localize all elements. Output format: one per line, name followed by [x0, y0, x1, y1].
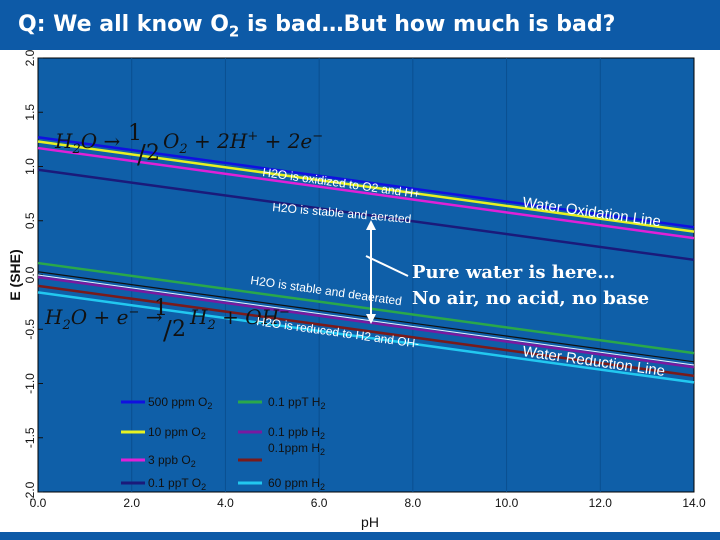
svg-text:1: 1 — [154, 296, 168, 321]
pointer-arrow — [365, 255, 409, 277]
svg-text:/: / — [137, 140, 146, 170]
series-line — [37, 140, 695, 233]
x-tick-label: 2.0 — [123, 496, 140, 510]
series-layer — [37, 135, 695, 384]
y-tick-label: -1.0 — [23, 373, 37, 394]
plot-area — [37, 57, 695, 493]
svg-text:1: 1 — [128, 121, 142, 146]
y-tick-label: 0.5 — [23, 212, 37, 229]
y-tick-label: 1.5 — [23, 104, 37, 121]
legend-label: 60 ppm H2 — [268, 476, 325, 492]
svg-text:O2 + 2H+ + 2e−: O2 + 2H+ + 2e− — [163, 129, 323, 157]
annotation-pure-water-2: No air, no acid, no base — [412, 288, 649, 309]
y-axis-label: E (SHE) — [7, 249, 23, 300]
legend-label: 500 ppm O2 — [148, 395, 212, 411]
x-tick-label: 10.0 — [495, 496, 519, 510]
x-axis-label: pH — [361, 514, 379, 530]
series-line — [37, 291, 695, 384]
bottom-strip — [0, 532, 720, 540]
legend-label: 3 ppb O2 — [148, 453, 196, 469]
legend-label: 10 ppm O2 — [148, 425, 206, 441]
legend-label: 0.1 ppb H2 — [268, 425, 325, 441]
svg-text:H2O + e− →: H2O + e− → — [44, 305, 163, 333]
series-line — [37, 261, 695, 355]
svg-text:H2 + OH−: H2 + OH− — [189, 305, 290, 333]
oxidation-equation: H2O → 1 / 2 O2 + 2H+ + 2e− — [54, 121, 323, 170]
x-tick-label: 14.0 — [682, 496, 706, 510]
reduction-equation: H2O + e− → 1 / 2 H2 + OH− — [44, 296, 290, 346]
y-tick-label: 0.0 — [23, 266, 37, 283]
svg-text:/: / — [163, 316, 172, 346]
annotation-pure-water-1: Pure water is here… — [412, 262, 615, 283]
water-line — [37, 274, 695, 366]
legend-label: 0.1 ppT O2 — [148, 476, 206, 492]
grid-lines — [38, 57, 601, 493]
x-tick-label: 12.0 — [589, 496, 613, 510]
y-tick-label: -1.5 — [23, 427, 37, 448]
series-line-shadow — [37, 271, 695, 363]
x-tick-label: 8.0 — [405, 496, 422, 510]
y-tick-label: -0.5 — [23, 319, 37, 340]
x-tick-label: 0.0 — [30, 496, 47, 510]
series-line — [37, 146, 695, 240]
series-line — [37, 168, 695, 262]
series-line — [37, 284, 695, 378]
series-line — [37, 275, 695, 369]
legend: 500 ppm O2 10 ppm O2 3 ppb O2 0.1 ppT O2 0.1… — [121, 395, 326, 492]
x-tick-label: 4.0 — [217, 496, 234, 510]
slide-title: Q: We all know O2 is bad…But how much is… — [0, 0, 720, 50]
pourbaix-chart: 0.0 2.0 4.0 6.0 8.0 10.0 12.0 14.02.01.51.00.50… — [7, 50, 706, 530]
stability-arrow-head-up — [366, 220, 376, 230]
tick-labels: 0.0 2.0 4.0 6.0 8.0 10.0 12.0 14.02.01.51.00.50… — [23, 50, 706, 510]
y-tick-label: 2.0 — [23, 50, 37, 66]
svg-text:H2O →: H2O → — [54, 129, 120, 157]
legend-label: 0.1 ppT H2 — [268, 395, 326, 411]
x-tick-label: 6.0 — [311, 496, 328, 510]
legend-label: 0.1ppm H2 — [268, 441, 325, 457]
y-tick-label: 1.0 — [23, 158, 37, 175]
svg-text:2: 2 — [172, 317, 186, 342]
series-line — [37, 135, 695, 229]
svg-text:2: 2 — [146, 141, 160, 166]
y-tick-label: -2.0 — [23, 481, 37, 502]
stability-arrow-head-down — [366, 314, 376, 324]
